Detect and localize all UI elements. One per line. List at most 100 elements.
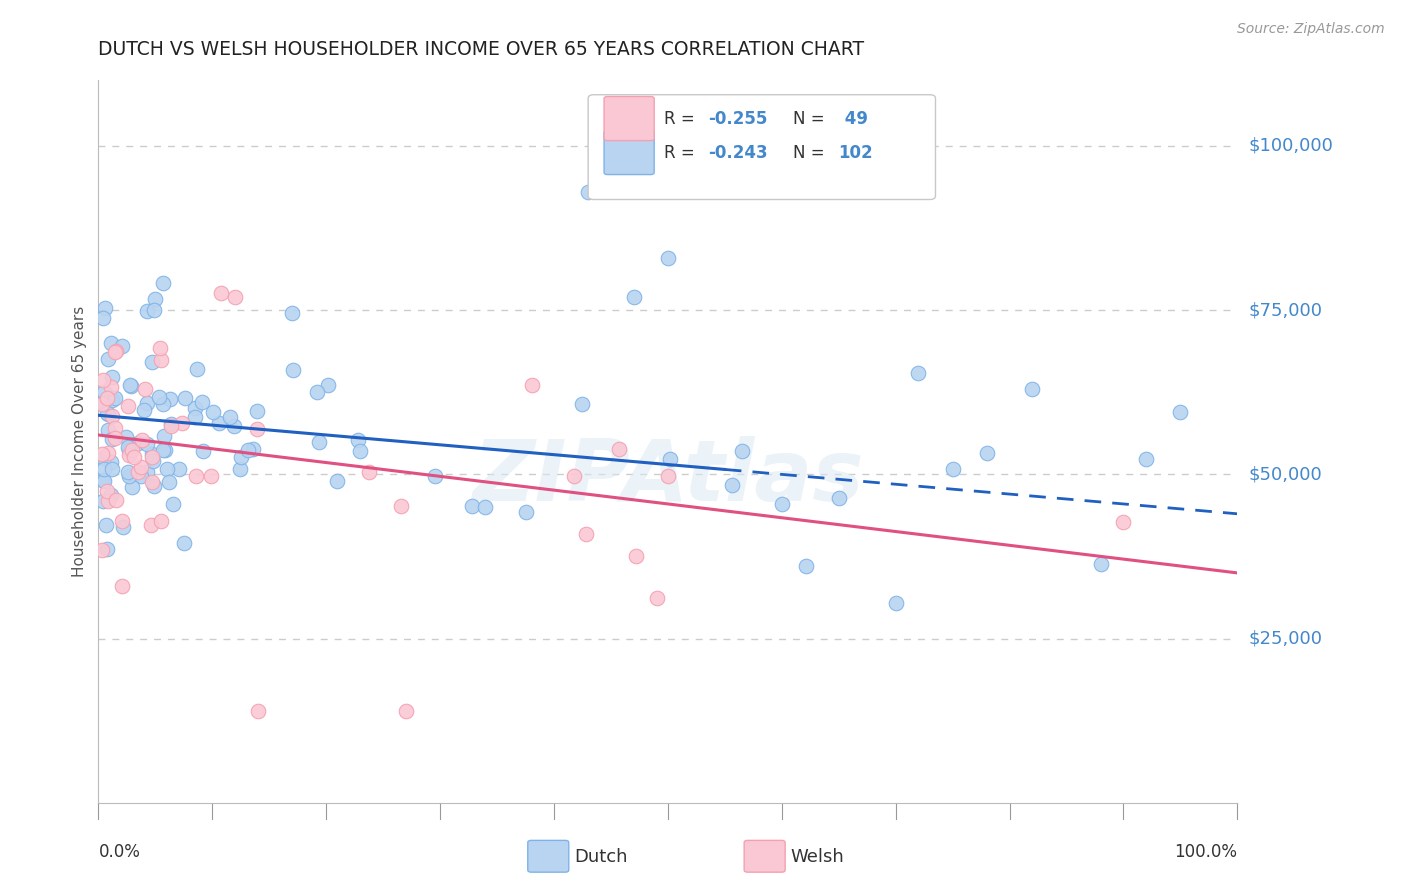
Point (186, 361, 208, 376)
Point (281, 306, 304, 320)
Point (142, 453, 165, 467)
Point (907, 366, 929, 380)
Point (104, 344, 127, 359)
Point (93, 451, 115, 466)
Point (1021, 382, 1043, 396)
Point (157, 475, 180, 490)
Point (152, 397, 174, 411)
Point (118, 442, 141, 457)
Point (623, 290, 645, 304)
Point (100, 335, 122, 350)
Point (242, 442, 264, 457)
Point (141, 475, 163, 489)
Text: 100.0%: 100.0% (1174, 843, 1237, 861)
Point (136, 396, 159, 410)
Point (201, 405, 224, 419)
Point (624, 549, 647, 563)
Point (129, 468, 152, 483)
Point (308, 434, 330, 449)
FancyBboxPatch shape (588, 95, 935, 200)
Point (104, 421, 127, 435)
Point (122, 450, 145, 464)
Text: $75,000: $75,000 (1249, 301, 1323, 319)
Point (976, 445, 998, 459)
Point (184, 410, 207, 425)
Point (100, 455, 122, 469)
Point (576, 185, 599, 199)
Point (229, 450, 252, 464)
Point (136, 436, 159, 450)
Point (222, 418, 245, 433)
Point (184, 401, 207, 416)
Point (246, 404, 269, 418)
Point (208, 416, 231, 430)
Point (96, 391, 118, 405)
Point (97, 446, 120, 460)
Point (389, 499, 412, 513)
Point (1090, 558, 1112, 572)
Point (238, 443, 260, 458)
Point (111, 514, 134, 528)
Point (97, 423, 120, 437)
FancyBboxPatch shape (605, 96, 654, 141)
Point (173, 535, 195, 549)
Point (94, 517, 117, 532)
Point (143, 293, 166, 307)
Point (148, 390, 170, 404)
Text: $25,000: $25,000 (1249, 630, 1323, 648)
Point (104, 431, 127, 445)
Point (136, 303, 159, 318)
FancyBboxPatch shape (605, 130, 654, 175)
Point (90, 397, 112, 411)
Point (117, 465, 139, 479)
Point (152, 442, 174, 457)
Point (770, 497, 793, 511)
Point (209, 286, 232, 301)
Point (657, 251, 679, 265)
Point (191, 444, 214, 458)
Point (160, 419, 183, 434)
Point (104, 343, 127, 358)
Point (97, 407, 120, 421)
Text: DUTCH VS WELSH HOUSEHOLDER INCOME OVER 65 YEARS CORRELATION CHART: DUTCH VS WELSH HOUSEHOLDER INCOME OVER 6… (98, 40, 865, 59)
Point (141, 450, 163, 464)
Point (359, 465, 381, 479)
Point (104, 492, 127, 507)
Point (120, 379, 142, 393)
Y-axis label: Householder Income Over 65 years: Householder Income Over 65 years (72, 306, 87, 577)
Point (246, 422, 269, 436)
Point (115, 430, 138, 444)
Point (111, 579, 134, 593)
Point (121, 480, 143, 494)
Point (91, 310, 114, 325)
Text: $50,000: $50,000 (1249, 466, 1322, 483)
Point (884, 596, 907, 610)
Point (307, 385, 329, 400)
Point (562, 469, 585, 483)
Point (129, 460, 152, 475)
Point (150, 514, 173, 528)
Text: ZIPAtlas: ZIPAtlas (472, 436, 863, 519)
Point (423, 469, 446, 483)
Point (104, 391, 127, 405)
Point (97, 494, 120, 508)
Point (136, 465, 159, 479)
Point (224, 290, 246, 304)
Point (100, 462, 122, 476)
Point (127, 465, 149, 479)
Point (828, 491, 851, 505)
Point (474, 500, 496, 515)
Point (153, 442, 176, 457)
Point (127, 436, 149, 450)
Point (111, 520, 134, 534)
Point (98, 390, 121, 404)
Point (657, 469, 679, 483)
Point (246, 704, 269, 718)
Point (218, 410, 240, 425)
Point (101, 370, 124, 384)
Point (141, 518, 163, 533)
Point (515, 505, 537, 519)
Text: Welsh: Welsh (790, 848, 845, 866)
Point (607, 442, 630, 456)
Point (172, 416, 194, 430)
